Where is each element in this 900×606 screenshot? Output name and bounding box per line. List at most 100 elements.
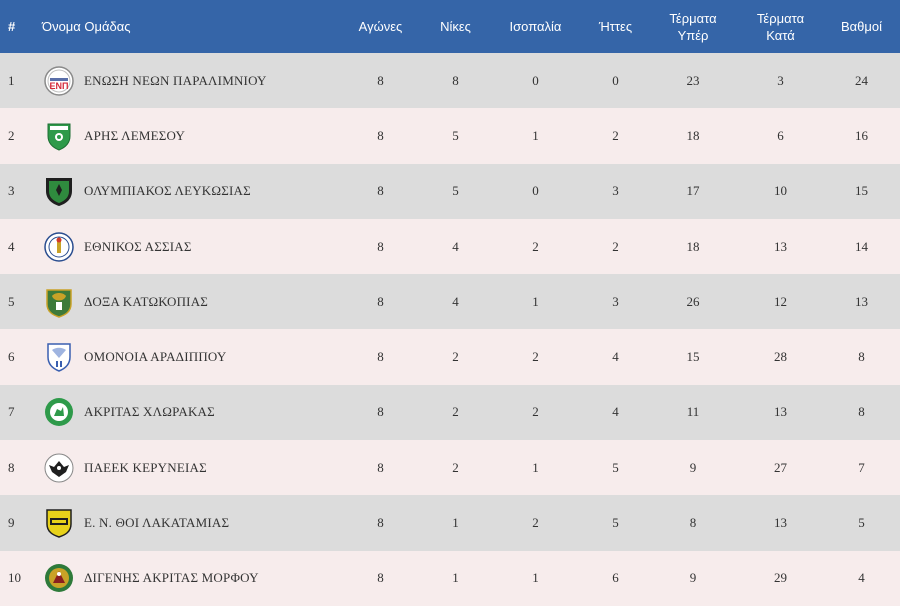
cell-team: ΑΡΗΣ ΛΕΜΕΣΟΥ: [38, 108, 338, 163]
cell-losses: 4: [612, 349, 619, 365]
cell-draws: 2: [532, 349, 539, 365]
table-row: 1 ENΠ ΕΝΩΣΗ ΝΕΩΝ ΠΑΡΑΛΙΜΝΙΟΥ 8 8 0 0 23 …: [0, 53, 900, 109]
header-goals-against[interactable]: Τέρματα Κατά: [738, 0, 823, 53]
cell-losses: 0: [612, 72, 619, 88]
cell-team: ENΠ ΕΝΩΣΗ ΝΕΩΝ ΠΑΡΑΛΙΜΝΙΟΥ: [38, 53, 338, 108]
team-link[interactable]: ΠΑΕΕΚ ΚΕΡΥΝΕΙΑΣ: [42, 452, 334, 484]
cell-played: 8: [377, 293, 384, 309]
team-link[interactable]: ΑΚΡΙΤΑΣ ΧΛΩΡΑΚΑΣ: [42, 396, 334, 428]
doxa-crest-icon: [44, 286, 74, 318]
cell-goals-for: 26: [686, 293, 700, 309]
cell-goals-against: 13: [774, 238, 787, 254]
team-name: ΔΙΓΕΝΗΣ ΑΚΡΙΤΑΣ ΜΟΡΦΟΥ: [84, 570, 259, 586]
table-header: # Όνομα Ομάδας Αγώνες Νίκες Ισοπαλία Ήττ…: [0, 0, 900, 53]
table-row: 7 ΑΚΡΙΤΑΣ ΧΛΩΡΑΚΑΣ 8 2 2 4 11 13 8: [0, 384, 900, 441]
cell-position: 9: [8, 515, 15, 531]
cell-played: 8: [377, 127, 384, 143]
header-position[interactable]: #: [8, 19, 16, 34]
table-row: 9 Ε. Ν. ΘΟΙ ΛΑΚΑΤΑΜΙΑΣ 8 1 2 5 8 13 5: [0, 495, 900, 551]
header-goals-for-line1: Τέρματα: [669, 10, 717, 26]
cell-goals-against: 12: [774, 293, 787, 309]
cell-draws: 2: [532, 404, 539, 420]
ethnikos-crest-icon: [44, 231, 74, 263]
cell-team: ΑΚΡΙΤΑΣ ΧΛΩΡΑΚΑΣ: [38, 385, 338, 440]
cell-team: ΔΙΓΕΝΗΣ ΑΚΡΙΤΑΣ ΜΟΡΦΟΥ: [38, 551, 338, 606]
cell-losses: 5: [612, 459, 619, 475]
thoi-crest-icon: [44, 507, 74, 539]
cell-losses: 2: [612, 238, 619, 254]
digenis-crest-icon: [44, 562, 74, 594]
cell-points: 15: [855, 183, 868, 199]
cell-losses: 2: [612, 127, 619, 143]
cell-draws: 0: [532, 183, 539, 199]
team-name: ΕΘΝΙΚΟΣ ΑΣΣΙΑΣ: [84, 238, 192, 254]
cell-position: 6: [8, 349, 15, 365]
header-played[interactable]: Αγώνες: [358, 19, 403, 34]
cell-wins: 5: [452, 127, 459, 143]
svg-text:ENΠ: ENΠ: [49, 81, 68, 91]
cell-position: 7: [8, 404, 15, 420]
team-link[interactable]: ΟΜΟΝΟΙΑ ΑΡΑΔΙΠΠΟΥ: [42, 341, 334, 373]
cell-points: 14: [855, 238, 868, 254]
cell-played: 8: [377, 459, 384, 475]
team-link[interactable]: ΔΙΓΕΝΗΣ ΑΚΡΙΤΑΣ ΜΟΡΦΟΥ: [42, 562, 334, 594]
cell-position: 3: [8, 183, 15, 199]
table-row: 8 ΠΑΕΕΚ ΚΕΡΥΝΕΙΑΣ 8 2 1 5 9 27 7: [0, 440, 900, 496]
cell-goals-against: 13: [774, 515, 787, 531]
team-link[interactable]: Ε. Ν. ΘΟΙ ΛΑΚΑΤΑΜΙΑΣ: [42, 507, 334, 539]
cell-team: ΠΑΕΕΚ ΚΕΡΥΝΕΙΑΣ: [38, 440, 338, 495]
cell-wins: 2: [452, 404, 459, 420]
header-goals-for-line2: Υπέρ: [677, 27, 709, 43]
cell-draws: 2: [532, 238, 539, 254]
team-name: Ε. Ν. ΘΟΙ ΛΑΚΑΤΑΜΙΑΣ: [84, 515, 230, 531]
table-row: 4 ΕΘΝΙΚΟΣ ΑΣΣΙΑΣ 8 4 2 2 18 13 14: [0, 218, 900, 275]
team-link[interactable]: ΟΛΥΜΠΙΑΚΟΣ ΛΕΥΚΩΣΙΑΣ: [42, 175, 334, 207]
team-link[interactable]: ΕΘΝΙΚΟΣ ΑΣΣΙΑΣ: [42, 231, 334, 263]
olympiakos-crest-icon: [44, 175, 74, 207]
header-points[interactable]: Βαθμοί: [840, 19, 883, 34]
cell-points: 4: [858, 570, 865, 586]
header-goals-for[interactable]: Τέρματα Υπέρ: [648, 0, 738, 53]
team-name: ΔΟΞΑ ΚΑΤΩΚΟΠΙΑΣ: [84, 293, 209, 309]
header-wins[interactable]: Νίκες: [440, 19, 471, 34]
cell-draws: 1: [532, 570, 539, 586]
team-link[interactable]: ENΠ ΕΝΩΣΗ ΝΕΩΝ ΠΑΡΑΛΙΜΝΙΟΥ: [42, 65, 334, 97]
header-team-name[interactable]: Όνομα Ομάδας: [42, 19, 131, 34]
cell-goals-against: 13: [774, 404, 787, 420]
cell-losses: 6: [612, 570, 619, 586]
cell-goals-for: 17: [686, 183, 700, 199]
cell-wins: 1: [452, 515, 459, 531]
cell-goals-against: 27: [774, 459, 787, 475]
cell-wins: 1: [452, 570, 459, 586]
cell-points: 5: [858, 515, 865, 531]
table-row: 3 ΟΛΥΜΠΙΑΚΟΣ ΛΕΥΚΩΣΙΑΣ 8 5 0 3 17 10 15: [0, 163, 900, 219]
cell-position: 4: [8, 238, 15, 254]
header-losses[interactable]: Ήττες: [598, 19, 633, 34]
cell-goals-against: 3: [777, 72, 784, 88]
cell-goals-for: 8: [689, 515, 697, 531]
cell-position: 10: [8, 570, 21, 586]
team-name: ΑΡΗΣ ΛΕΜΕΣΟΥ: [84, 127, 186, 143]
cell-goals-against: 29: [774, 570, 787, 586]
cell-draws: 1: [532, 127, 539, 143]
cell-goals-against: 6: [777, 127, 784, 143]
cell-played: 8: [377, 515, 384, 531]
cell-played: 8: [377, 349, 384, 365]
cell-goals-for: 18: [686, 238, 700, 254]
cell-points: 8: [858, 349, 865, 365]
omonoia-crest-icon: [44, 341, 74, 373]
cell-points: 24: [855, 72, 868, 88]
table-row: 6 ΟΜΟΝΟΙΑ ΑΡΑΔΙΠΠΟΥ 8 2 2 4 15 28 8: [0, 329, 900, 385]
enp-crest-icon: ENΠ: [44, 65, 74, 97]
cell-wins: 2: [452, 459, 459, 475]
team-link[interactable]: ΑΡΗΣ ΛΕΜΕΣΟΥ: [42, 120, 334, 152]
cell-wins: 5: [452, 183, 459, 199]
team-link[interactable]: ΔΟΞΑ ΚΑΤΩΚΟΠΙΑΣ: [42, 286, 334, 318]
cell-played: 8: [377, 238, 384, 254]
table-row: 10 ΔΙΓΕΝΗΣ ΑΚΡΙΤΑΣ ΜΟΡΦΟΥ 8 1 1 6 9 29 4: [0, 550, 900, 606]
cell-team: ΟΜΟΝΟΙΑ ΑΡΑΔΙΠΠΟΥ: [38, 329, 338, 384]
paeek-crest-icon: [44, 452, 74, 484]
header-draws[interactable]: Ισοπαλία: [509, 19, 562, 34]
cell-wins: 8: [452, 72, 459, 88]
